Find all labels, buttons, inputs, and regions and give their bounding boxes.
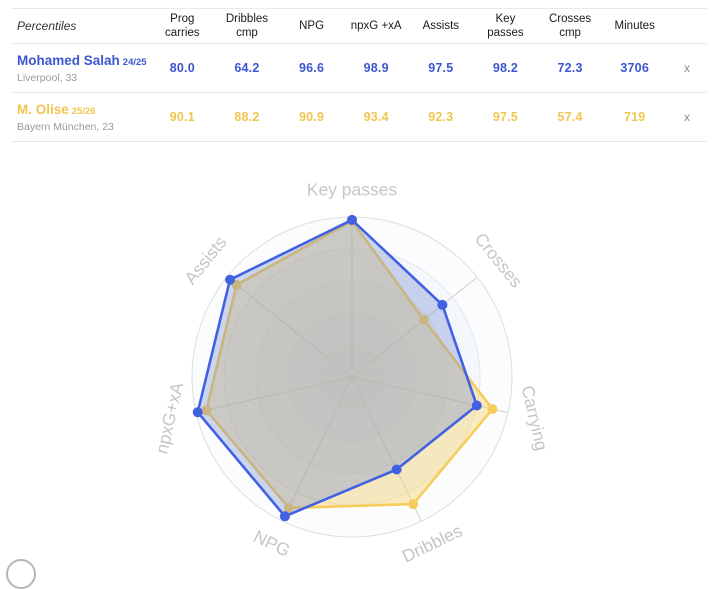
radar-spoke (195, 376, 353, 414)
avatar-circle-button[interactable] (6, 559, 36, 589)
radar-vertex-dot (418, 314, 429, 325)
radar-vertex-dot (225, 274, 235, 285)
stat-assists: 97.5 (428, 61, 454, 75)
player-name[interactable]: Mohamed Salah (17, 53, 120, 68)
column-header-npxg-xa: npxG +xA (350, 19, 402, 32)
stat-crosses-cmp: 57.4 (557, 110, 583, 124)
radar-chart: Key passesCrossesCarryingDribblesNPGnpxG… (151, 180, 552, 567)
radar-axis-label: NPG (250, 526, 293, 561)
radar-vertex-dot (408, 499, 419, 510)
player-name-cell[interactable]: Mohamed Salah 24/25 Liverpool, 33 (12, 52, 150, 84)
percentiles-header-label: Percentiles (17, 19, 77, 33)
column-header-dribbles-cmp: Dribbles cmp (225, 12, 269, 39)
radar-axis-label: Assists (180, 232, 231, 288)
stat-npxg-xa: 98.9 (363, 61, 389, 75)
remove-player-button[interactable]: x (684, 110, 690, 124)
player-name[interactable]: M. Olise (17, 102, 69, 117)
radar-vertex-dot (487, 404, 498, 415)
column-header-minutes: Minutes (614, 19, 655, 32)
stat-assists: 92.3 (428, 110, 454, 124)
radar-axis-label: npxG+xA (151, 380, 187, 455)
column-header-assists: Assists (422, 19, 460, 32)
radar-vertex-dot (279, 511, 290, 522)
stat-minutes: 3706 (620, 61, 649, 75)
radar-spoke (351, 276, 478, 378)
player-season: 25/26 (71, 106, 96, 117)
percentiles-table: Percentiles Prog carries Dribbles cmp NP… (12, 8, 707, 142)
stat-crosses-cmp: 72.3 (557, 61, 583, 75)
radar-series-polygon (196, 218, 479, 518)
radar-vertex-dot (347, 214, 357, 225)
column-header-npg: NPG (299, 19, 325, 32)
radar-axis-label: Key passes (307, 180, 398, 200)
player-meta: Liverpool, 33 (17, 72, 78, 84)
radar-vertex-dot (391, 464, 402, 475)
radar-axis-label: Carrying (518, 384, 552, 453)
radar-spoke (351, 376, 422, 522)
player-meta: Bayern München, 23 (17, 121, 114, 133)
radar-axis-label: Dribbles (399, 520, 466, 566)
stat-key-passes: 98.2 (492, 61, 518, 75)
stat-npxg-xa: 93.4 (363, 110, 389, 124)
stat-key-passes: 97.5 (492, 110, 518, 124)
column-header-crosses-cmp: Crosses cmp (548, 12, 592, 39)
stat-dribbles-cmp: 64.2 (234, 61, 260, 75)
stat-prog-carries: 80.0 (169, 61, 195, 75)
stat-prog-carries: 90.1 (169, 110, 195, 124)
radar-series-polygon (205, 219, 494, 510)
player-season: 24/25 (122, 57, 147, 68)
radar-vertex-dot (201, 405, 212, 416)
radar-spoke (282, 376, 353, 522)
player-name-cell[interactable]: M. Olise 25/26 Bayern München, 23 (12, 101, 150, 133)
column-header-key-passes: Key passes (487, 12, 524, 39)
player-name-line: M. Olise 25/26 (17, 101, 150, 119)
column-header-prog-carries: Prog carries (165, 12, 200, 39)
player-row-mohamed-salah: Mohamed Salah 24/25 Liverpool, 33 80.0 64… (12, 44, 707, 93)
table-header-row: Percentiles Prog carries Dribbles cmp NP… (12, 9, 707, 44)
remove-player-button[interactable]: x (684, 61, 690, 75)
player-row-m-olise: M. Olise 25/26 Bayern München, 23 90.1 88… (12, 93, 707, 142)
stat-minutes: 719 (623, 110, 646, 124)
stat-dribbles-cmp: 88.2 (234, 110, 260, 124)
stat-npg: 96.6 (298, 61, 325, 75)
stat-npg: 90.9 (298, 110, 325, 124)
radar-spoke (226, 276, 353, 378)
player-name-line: Mohamed Salah 24/25 (17, 52, 150, 70)
radar-vertex-dot (283, 503, 294, 513)
radar-vertex-dot (471, 400, 482, 411)
radar-vertex-dot (437, 299, 448, 310)
radar-spoke (351, 376, 509, 414)
radar-vertex-dot (192, 407, 203, 418)
